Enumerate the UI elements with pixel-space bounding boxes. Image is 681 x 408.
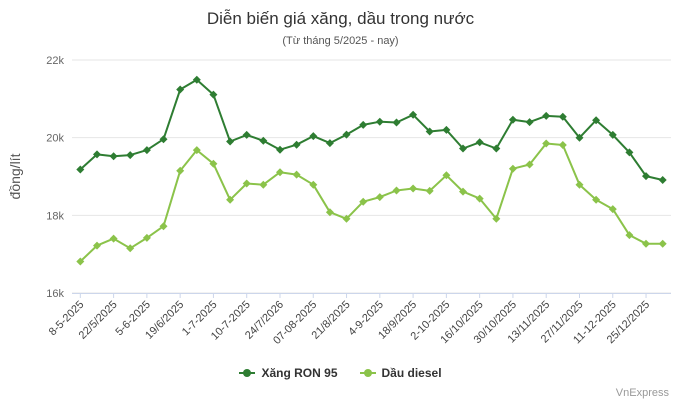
data-point-1 bbox=[309, 180, 318, 189]
data-point-0 bbox=[425, 127, 434, 136]
data-point-0 bbox=[608, 130, 617, 139]
data-point-1 bbox=[226, 195, 235, 204]
series-line-0 bbox=[79, 78, 664, 181]
data-point-1 bbox=[542, 139, 551, 148]
data-point-0 bbox=[592, 116, 601, 125]
data-point-0 bbox=[159, 135, 168, 144]
data-point-0 bbox=[492, 144, 501, 153]
data-point-0 bbox=[93, 150, 101, 159]
legend-item-ron95[interactable]: Xăng RON 95 bbox=[239, 366, 338, 380]
data-point-1 bbox=[558, 141, 567, 149]
data-point-1 bbox=[625, 231, 634, 240]
y-tick-label: 18k bbox=[46, 210, 64, 222]
y-tick-label: 16k bbox=[46, 288, 64, 300]
data-point-0 bbox=[542, 111, 551, 120]
data-point-0 bbox=[342, 130, 351, 139]
legend-swatch-ron95 bbox=[239, 368, 256, 378]
data-point-0 bbox=[642, 172, 650, 181]
data-point-1 bbox=[475, 194, 484, 203]
series-line-1 bbox=[79, 142, 664, 263]
data-point-1 bbox=[342, 214, 351, 223]
data-point-0 bbox=[109, 152, 118, 161]
data-point-1 bbox=[176, 166, 185, 175]
data-point-0 bbox=[459, 144, 467, 153]
data-point-1 bbox=[142, 233, 151, 242]
data-point-0 bbox=[525, 118, 534, 127]
legend-swatch-diesel bbox=[359, 368, 376, 378]
data-point-0 bbox=[625, 148, 634, 157]
data-point-1 bbox=[76, 257, 85, 266]
data-point-0 bbox=[359, 120, 368, 129]
y-axis-title: đồng/lít bbox=[7, 153, 23, 199]
data-point-0 bbox=[192, 75, 201, 84]
data-point-0 bbox=[325, 139, 334, 148]
data-point-0 bbox=[558, 112, 567, 121]
data-point-1 bbox=[276, 168, 284, 177]
data-point-0 bbox=[76, 165, 85, 174]
data-point-1 bbox=[425, 186, 434, 195]
data-point-0 bbox=[475, 138, 484, 147]
chart-subtitle: (Từ tháng 5/2025 - nay) bbox=[282, 35, 399, 47]
legend-label-diesel: Dầu diesel bbox=[381, 366, 442, 380]
data-point-1 bbox=[658, 239, 667, 248]
data-point-0 bbox=[276, 145, 284, 154]
data-point-1 bbox=[292, 170, 301, 179]
data-point-1 bbox=[608, 205, 617, 214]
data-point-1 bbox=[409, 184, 418, 193]
data-point-0 bbox=[658, 176, 667, 184]
data-point-0 bbox=[242, 130, 251, 139]
data-point-0 bbox=[392, 118, 401, 127]
data-point-1 bbox=[492, 214, 501, 223]
data-point-1 bbox=[126, 244, 135, 253]
data-point-0 bbox=[508, 115, 517, 124]
data-point-0 bbox=[176, 85, 185, 94]
data-point-0 bbox=[209, 90, 218, 99]
data-point-1 bbox=[392, 186, 401, 195]
legend: Xăng RON 95 Dầu diesel bbox=[0, 366, 681, 380]
data-point-0 bbox=[375, 117, 384, 126]
data-point-0 bbox=[442, 125, 451, 134]
y-tick-label: 22k bbox=[46, 55, 64, 67]
data-point-0 bbox=[575, 133, 584, 142]
data-point-1 bbox=[459, 187, 467, 196]
data-point-1 bbox=[242, 179, 251, 188]
data-point-1 bbox=[359, 197, 368, 206]
legend-label-ron95: Xăng RON 95 bbox=[261, 366, 338, 380]
data-point-0 bbox=[409, 110, 418, 119]
legend-item-diesel[interactable]: Dầu diesel bbox=[359, 366, 442, 380]
credits[interactable]: VnExpress bbox=[615, 387, 669, 399]
data-point-1 bbox=[525, 160, 534, 169]
data-point-1 bbox=[375, 193, 384, 202]
data-point-0 bbox=[259, 136, 268, 145]
data-point-0 bbox=[309, 132, 318, 141]
data-point-0 bbox=[292, 140, 301, 149]
data-point-1 bbox=[325, 208, 334, 217]
data-point-1 bbox=[442, 171, 451, 180]
data-point-1 bbox=[642, 239, 650, 248]
data-point-1 bbox=[209, 159, 218, 168]
data-point-1 bbox=[93, 241, 101, 250]
y-tick-label: 20k bbox=[46, 133, 64, 145]
data-point-1 bbox=[259, 180, 268, 189]
data-point-1 bbox=[109, 234, 118, 243]
data-point-1 bbox=[508, 164, 517, 173]
data-point-1 bbox=[192, 146, 201, 155]
data-point-0 bbox=[126, 151, 135, 160]
data-point-1 bbox=[592, 195, 601, 204]
chart-title: Diễn biến giá xăng, dầu trong nước bbox=[206, 9, 475, 28]
data-point-0 bbox=[226, 137, 235, 146]
data-point-1 bbox=[575, 180, 584, 189]
data-point-1 bbox=[159, 222, 168, 231]
data-point-0 bbox=[142, 146, 151, 155]
